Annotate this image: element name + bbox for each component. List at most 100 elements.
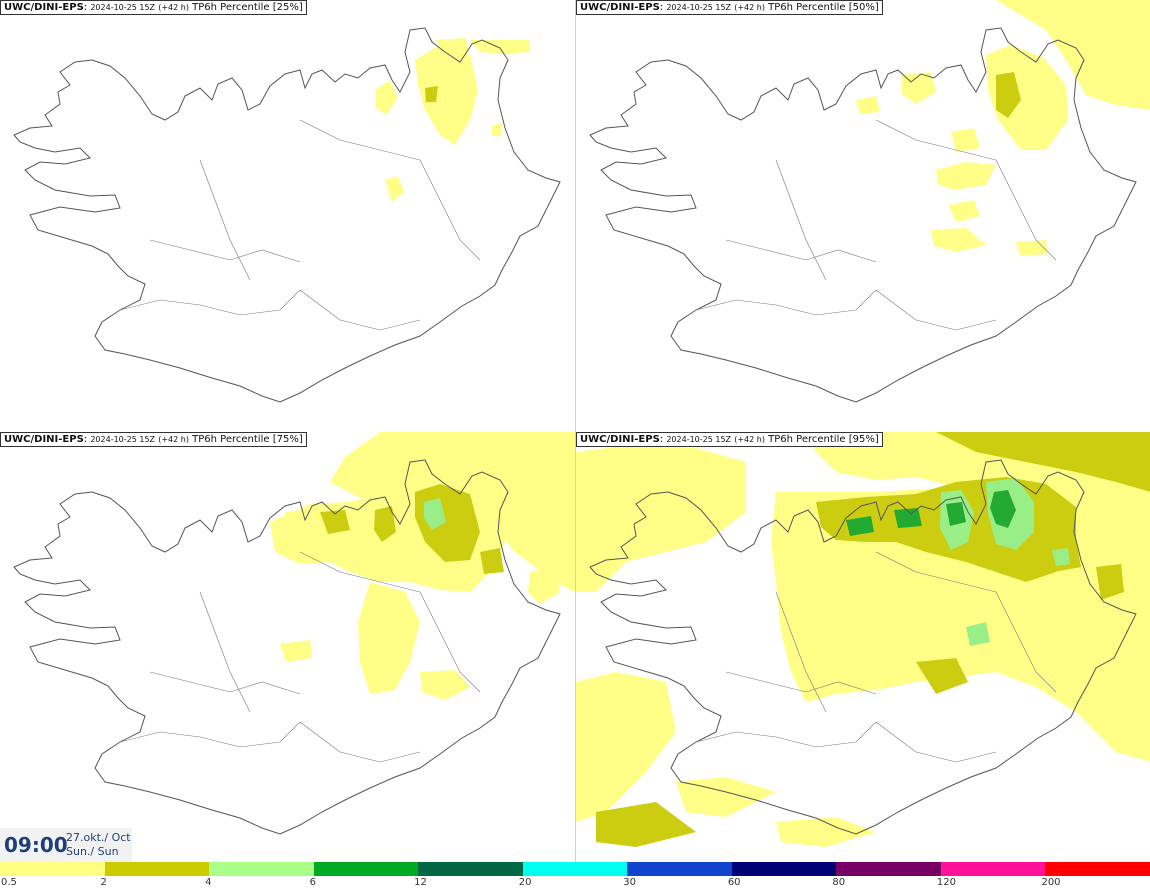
precip-area (358, 582, 420, 694)
precip-area (424, 498, 446, 530)
precip-area (901, 72, 936, 104)
color-scale-label: 20 (518, 877, 532, 888)
precip-area (480, 548, 504, 574)
precip-area (996, 0, 1150, 110)
road-line (119, 289, 301, 316)
run-time: 2024-10-25 15Z (90, 3, 156, 12)
road-line (875, 289, 997, 331)
precip-area (320, 510, 350, 534)
precip-area (280, 640, 312, 662)
road-line (149, 239, 301, 263)
precip-area (1052, 548, 1070, 566)
color-scale-label: 120 (936, 877, 956, 888)
color-scale-segment (0, 862, 106, 876)
precipitation-map (13, 432, 575, 835)
road-line (119, 721, 301, 748)
color-scale-bar (0, 862, 1150, 876)
field-name: TP6h Percentile [50%] (768, 2, 879, 13)
road-line (299, 119, 421, 161)
precip-area (948, 200, 980, 222)
color-scale-labels: 0.5 2 4 6 12 20 30 60 80 120 200 (0, 876, 1150, 891)
precip-area (846, 516, 874, 536)
map-panel-p75: UWC/DINI-EPS: 2024-10-25 15Z (+42 h) TP6… (0, 432, 575, 862)
precip-area (528, 567, 560, 604)
road-line (695, 289, 877, 316)
road-line (299, 551, 421, 593)
color-scale-label: 4 (205, 877, 212, 888)
coastline (13, 27, 561, 403)
color-scale-label: 0.5 (1, 877, 17, 888)
road-line (875, 119, 997, 161)
precipitation-map (13, 27, 561, 403)
color-scale-segment (940, 862, 1046, 876)
precip-area (951, 128, 980, 152)
map-panel-p95: UWC/DINI-EPS: 2024-10-25 15Z (+42 h) TP6… (576, 432, 1150, 862)
road-line (419, 159, 481, 261)
panel-divider (575, 0, 576, 862)
field-name: TP6h Percentile [75%] (192, 434, 303, 445)
color-scale-label: 12 (414, 877, 427, 888)
valid-date-line2: Sun./ Sun (66, 845, 119, 858)
color-scale-segment (731, 862, 837, 876)
color-scale-segment (313, 862, 419, 876)
precip-area (856, 96, 880, 114)
color-scale-segment (836, 862, 942, 876)
lead-time: (+42 h) (158, 435, 189, 444)
panel-title: UWC/DINI-EPS: 2024-10-25 15Z (+42 h) TP6… (0, 0, 307, 15)
color-scale-label: 60 (727, 877, 741, 888)
precip-area (285, 510, 306, 528)
map-panel-p25: UWC/DINI-EPS: 2024-10-25 15Z (+42 h) TP6… (0, 0, 575, 430)
precip-area (996, 72, 1021, 118)
precip-area (936, 432, 1150, 492)
precip-area (374, 506, 396, 542)
run-time: 2024-10-25 15Z (90, 435, 156, 444)
lead-time: (+42 h) (734, 435, 765, 444)
precip-area (946, 502, 966, 526)
precip-area (425, 86, 438, 102)
coastline (13, 459, 561, 835)
panel-title: UWC/DINI-EPS: 2024-10-25 15Z (+42 h) TP6… (0, 432, 307, 447)
road-line (995, 591, 1057, 693)
lead-time: (+42 h) (734, 3, 765, 12)
valid-time: 09:00 (4, 833, 68, 857)
road-line (199, 591, 251, 713)
road-line (725, 239, 877, 263)
lead-time: (+42 h) (158, 3, 189, 12)
precip-area (470, 40, 530, 54)
precip-area (330, 432, 575, 592)
precipitation-map (576, 432, 1150, 847)
map-panel-p50: UWC/DINI-EPS: 2024-10-25 15Z (+42 h) TP6… (576, 0, 1150, 430)
valid-time-box: 09:00 27.okt./ Oct Sun./ Sun (0, 828, 132, 862)
precip-area (776, 817, 876, 847)
precip-area (385, 176, 404, 202)
road-line (149, 671, 301, 695)
road-line (199, 159, 251, 281)
run-time: 2024-10-25 15Z (666, 3, 732, 12)
precip-area (936, 162, 996, 190)
road-line (695, 721, 877, 748)
precip-area (435, 38, 470, 58)
precip-area (894, 508, 922, 528)
road-line (299, 289, 421, 331)
color-scale-segment (209, 862, 315, 876)
road-line (775, 159, 827, 281)
precip-area (576, 672, 676, 822)
precip-area (931, 228, 986, 252)
precip-area (990, 490, 1016, 528)
road-line (875, 721, 997, 763)
precip-area (596, 802, 696, 847)
road-line (419, 591, 481, 693)
field-name: TP6h Percentile [25%] (192, 2, 303, 13)
color-scale-segment (1045, 862, 1150, 876)
panel-title: UWC/DINI-EPS: 2024-10-25 15Z (+42 h) TP6… (576, 432, 883, 447)
coastline (589, 459, 1137, 835)
color-scale-segment (104, 862, 210, 876)
precip-area (676, 777, 776, 817)
road-line (725, 671, 877, 695)
color-scale-segment (418, 862, 524, 876)
model-name: UWC/DINI-EPS (580, 434, 660, 445)
model-name: UWC/DINI-EPS (4, 2, 84, 13)
valid-date-line1: 27.okt./ Oct (66, 831, 131, 844)
model-name: UWC/DINI-EPS (4, 434, 84, 445)
model-name: UWC/DINI-EPS (580, 2, 660, 13)
